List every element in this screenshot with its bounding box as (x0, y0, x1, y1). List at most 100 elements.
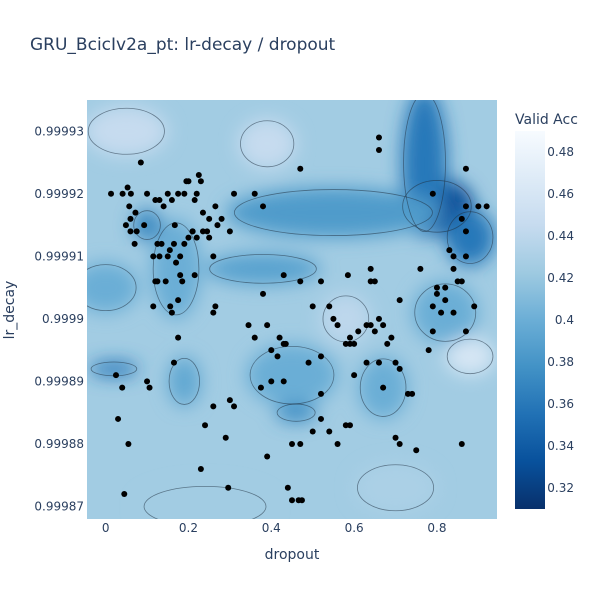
trial-point (260, 290, 267, 297)
trial-point (298, 497, 305, 504)
trial-point (334, 322, 341, 329)
colorbar-tick-label: 0.36 (547, 397, 574, 411)
trial-point (185, 178, 192, 185)
contour-line (402, 180, 472, 233)
contour-line (87, 264, 137, 312)
contour-line (233, 189, 433, 236)
contour-line (276, 403, 316, 422)
trial-point (185, 234, 192, 241)
trial-point (404, 390, 411, 397)
y-axis-title: lr_decay (2, 281, 18, 340)
trial-point (125, 440, 132, 447)
trial-point (282, 340, 289, 347)
trial-point (226, 397, 233, 404)
trial-point (351, 340, 358, 347)
trial-point (206, 215, 213, 222)
trial-point (342, 422, 349, 429)
trial-point (344, 272, 351, 279)
y-tick-label: 0.9999 (42, 312, 84, 326)
contour-region (275, 403, 317, 423)
trial-point (462, 328, 469, 335)
trial-point (375, 359, 382, 366)
trial-point (108, 190, 115, 197)
trial-point (367, 265, 374, 272)
trial-point (471, 303, 478, 310)
trial-point (179, 278, 186, 285)
trial-point (170, 240, 177, 247)
x-tick-label: 0.2 (179, 521, 198, 535)
trial-point (392, 434, 399, 441)
trial-point (260, 203, 267, 210)
trial-point (218, 215, 225, 222)
trial-point (257, 384, 264, 391)
trial-point (137, 159, 144, 166)
trial-point (429, 328, 436, 335)
trial-point (276, 334, 283, 341)
trial-point (156, 197, 163, 204)
trial-point (175, 334, 182, 341)
trial-point (475, 203, 482, 210)
contour-line (446, 338, 494, 375)
trial-point (317, 390, 324, 397)
plot-area (87, 100, 497, 519)
trial-point (380, 322, 387, 329)
trial-point (458, 440, 465, 447)
trial-point (297, 278, 304, 285)
trial-point (442, 284, 449, 291)
trial-point (197, 465, 204, 472)
trial-point (409, 390, 416, 397)
trial-point (121, 490, 128, 497)
trial-point (442, 297, 449, 304)
trial-point (199, 228, 206, 235)
trial-point (144, 190, 151, 197)
trial-point (156, 253, 163, 260)
trial-point (413, 447, 420, 454)
contour-region (445, 337, 495, 376)
contour-region (205, 253, 321, 285)
trial-point (197, 178, 204, 185)
trial-point (193, 234, 200, 241)
trial-point (144, 378, 151, 385)
trial-point (384, 340, 391, 347)
contour-line (357, 464, 435, 512)
trial-point (122, 222, 129, 229)
contour-region (445, 209, 495, 266)
trial-point (214, 222, 221, 229)
contour-region (138, 484, 272, 519)
colorbar-tick-label: 0.42 (547, 271, 574, 285)
trial-point (173, 259, 180, 266)
trial-point (132, 209, 139, 216)
contour-line (414, 283, 477, 342)
trial-point (429, 303, 436, 310)
trial-point (458, 278, 465, 285)
contour-region (167, 356, 201, 407)
trial-point (317, 415, 324, 422)
trial-points (108, 134, 490, 504)
contour-line (403, 100, 446, 232)
trial-point (164, 253, 171, 260)
trial-point (212, 203, 219, 210)
trial-point (189, 228, 196, 235)
trial-point (131, 240, 138, 247)
trial-point (191, 197, 198, 204)
x-axis-title: dropout (265, 547, 320, 563)
contour-region (89, 361, 139, 377)
trial-point (181, 190, 188, 197)
trial-point (168, 309, 175, 316)
trial-point (127, 190, 134, 197)
trial-point (210, 253, 217, 260)
trial-point (346, 340, 353, 347)
y-tick-label: 0.99988 (34, 437, 84, 451)
trial-point (289, 440, 295, 447)
y-tick-label: 0.99989 (34, 374, 84, 388)
trial-point (274, 353, 281, 360)
contour-region (225, 187, 442, 238)
contour-region (87, 262, 139, 313)
trial-point (245, 322, 252, 329)
x-axis-ticks: 0 0.2 0.4 0.6 0.8 (102, 521, 447, 535)
trial-point (160, 203, 167, 210)
colorbar-tick-label: 0.4 (555, 313, 574, 327)
trial-point (167, 303, 174, 310)
trial-point (355, 328, 362, 335)
trial-point (170, 359, 177, 366)
